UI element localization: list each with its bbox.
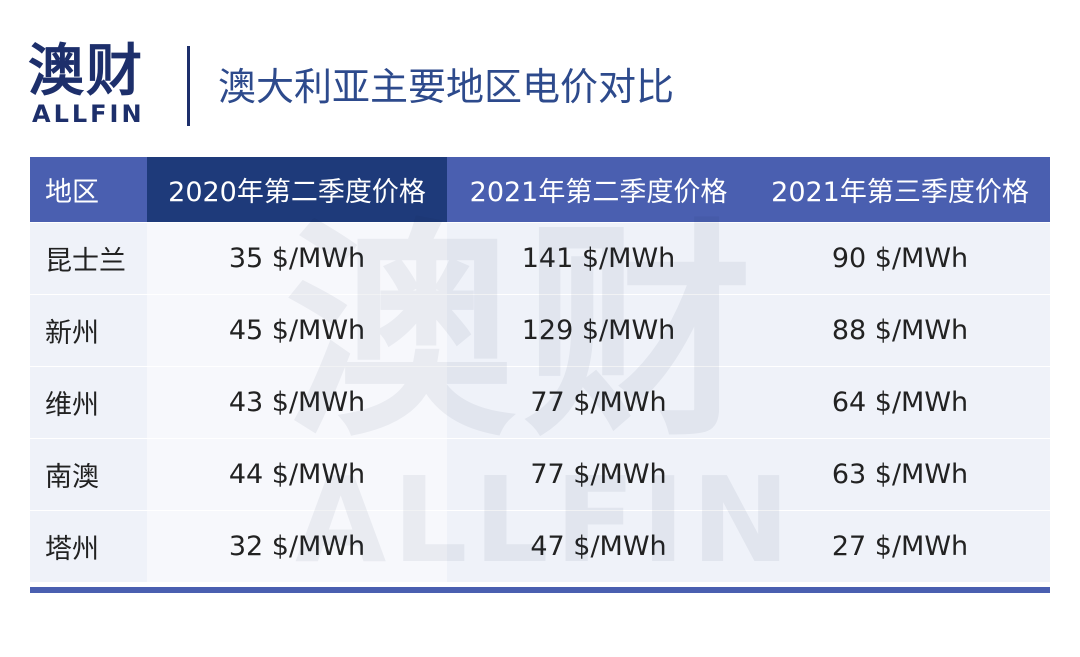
table-cell: 新州 [30,295,147,366]
table-cell: 63 $/MWh [750,439,1050,510]
table-row: 昆士兰 35 $/MWh 141 $/MWh 90 $/MWh [30,222,1050,294]
table-row: 南澳 44 $/MWh 77 $/MWh 63 $/MWh [30,438,1050,510]
table-cell: 129 $/MWh [447,295,750,366]
table-cell: 43 $/MWh [147,367,447,438]
logo-subtext: ALLFIN [32,100,145,128]
table-cell: 44 $/MWh [147,439,447,510]
table-row: 维州 43 $/MWh 77 $/MWh 64 $/MWh [30,366,1050,438]
table-cell: 27 $/MWh [750,511,1050,582]
table-cell: 90 $/MWh [750,223,1050,294]
table-row: 新州 45 $/MWh 129 $/MWh 88 $/MWh [30,294,1050,366]
table-row: 塔州 32 $/MWh 47 $/MWh 27 $/MWh [30,510,1050,582]
divider [187,46,190,126]
table-cell: 塔州 [30,511,147,582]
table-cell: 88 $/MWh [750,295,1050,366]
header-cell: 地区 [45,177,99,208]
header-row: 地区 2020年第二季度价格 2021年第二季度价格 2021年第三季度价格 [30,157,1050,222]
table-cell: 64 $/MWh [750,367,1050,438]
header-cell: 2021年第二季度价格 [469,177,728,208]
table-cell: 77 $/MWh [447,367,750,438]
logo-text: 澳财 [28,39,144,104]
title: 澳大利亚主要地区电价对比 [218,65,675,109]
header-cell: 2020年第二季度价格 [147,157,447,222]
table-cell: 35 $/MWh [147,223,447,294]
table-cell: 45 $/MWh [147,295,447,366]
table-bottom-bar [30,587,1050,593]
table-cell: 47 $/MWh [447,511,750,582]
header-cell: 2021年第三季度价格 [771,177,1029,208]
table-cell: 维州 [30,367,147,438]
table-cell: 77 $/MWh [447,439,750,510]
table-cell: 昆士兰 [30,223,147,294]
table-cell: 32 $/MWh [147,511,447,582]
table-cell: 南澳 [30,439,147,510]
table-cell: 141 $/MWh [447,223,750,294]
price-table: 地区 2020年第二季度价格 2021年第二季度价格 2021年第三季度价格昆士兰 35… [30,157,1050,582]
